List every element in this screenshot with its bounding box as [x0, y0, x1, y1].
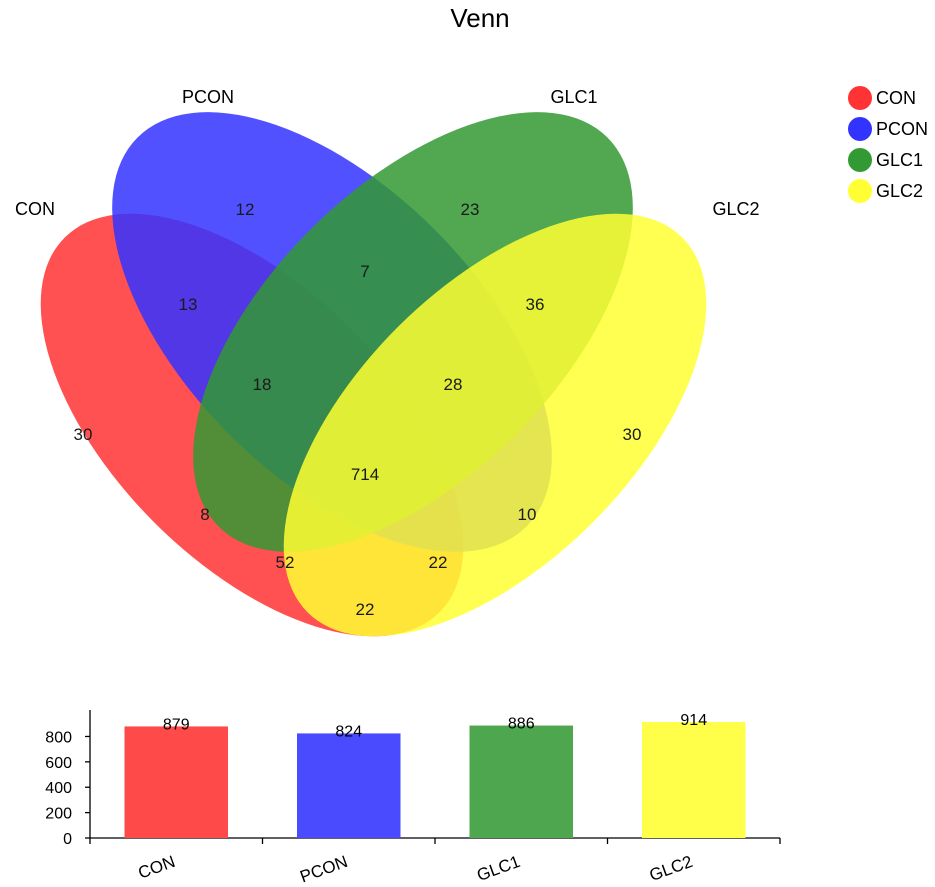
- bar-marks: 879 824 886 914: [124, 712, 746, 838]
- venn-set-label-con: CON: [15, 199, 55, 219]
- bar-value-label-glc1: 886: [508, 716, 535, 733]
- legend: CON PCON GLC1 GLC2: [848, 86, 928, 203]
- venn-region-con-pcon-glc1-glc2: 714: [351, 465, 379, 484]
- legend-label-pcon: PCON: [876, 119, 928, 139]
- bar-glc2: [642, 722, 746, 838]
- bar-chart: 0 200 400 600 800 CON PCON GLC1 GLC2 879 824 886 91…: [45, 710, 781, 887]
- bar-glc1: [469, 725, 573, 838]
- bar-y-tick-label-200: 200: [45, 806, 72, 823]
- venn-region-con-pcon-glc2: 22: [429, 553, 448, 572]
- venn-region-glc1-glc2: 36: [526, 295, 545, 314]
- bar-y-tick-label-600: 600: [45, 755, 72, 772]
- venn-region-counts: 30 12 23 30 13 7 36 8 10 22 18 28 52 22 714: [74, 200, 642, 619]
- bar-x-tick-label-con: CON: [136, 852, 178, 883]
- bar-value-label-pcon: 824: [335, 723, 362, 740]
- chart-title: Venn: [450, 3, 509, 33]
- venn-region-con-glc1-glc2: 52: [276, 553, 295, 572]
- bar-y-tick-label-0: 0: [63, 831, 72, 848]
- bar-y-tick-label-800: 800: [45, 729, 72, 746]
- legend-label-glc1: GLC1: [876, 150, 923, 170]
- venn-diagram: [40, 112, 707, 637]
- venn-region-glc2: 30: [623, 425, 642, 444]
- legend-label-con: CON: [876, 88, 916, 108]
- venn-region-con-pcon: 13: [179, 295, 198, 314]
- venn-set-label-pcon: PCON: [182, 87, 234, 107]
- venn-region-con-glc2: 22: [356, 600, 375, 619]
- legend-label-glc2: GLC2: [876, 181, 923, 201]
- legend-swatch-con: [848, 86, 872, 110]
- venn-ellipse-glc2: [283, 213, 707, 637]
- venn-set-label-glc2: GLC2: [712, 199, 759, 219]
- venn-set-label-glc1: GLC1: [550, 87, 597, 107]
- bar-value-label-con: 879: [163, 716, 190, 733]
- legend-swatch-glc2: [848, 179, 872, 203]
- venn-region-con-pcon-glc1: 18: [253, 375, 272, 394]
- venn-set-labels: CON PCON GLC1 GLC2: [15, 87, 760, 219]
- legend-swatch-glc1: [848, 148, 872, 172]
- venn-region-con: 30: [74, 425, 93, 444]
- bar-con: [124, 726, 228, 838]
- bar-x-tick-label-glc1: GLC1: [474, 852, 522, 885]
- venn-region-pcon-glc1: 7: [360, 262, 369, 281]
- venn-region-con-glc1: 8: [200, 505, 209, 524]
- legend-swatch-pcon: [848, 117, 872, 141]
- bar-pcon: [297, 733, 401, 838]
- venn-region-pcon: 12: [236, 200, 255, 219]
- venn-region-pcon-glc1-glc2: 28: [444, 375, 463, 394]
- bar-value-label-glc2: 914: [680, 712, 707, 729]
- venn-region-pcon-glc2: 10: [518, 505, 537, 524]
- venn-region-glc1: 23: [461, 200, 480, 219]
- bar-x-tick-label-pcon: PCON: [297, 852, 350, 887]
- bar-x-tick-label-glc2: GLC2: [647, 852, 695, 885]
- bar-y-tick-label-400: 400: [45, 780, 72, 797]
